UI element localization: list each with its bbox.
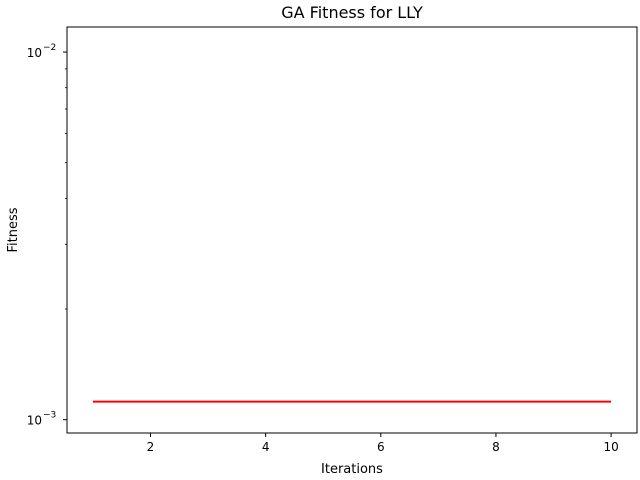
plot-background (67, 27, 637, 433)
y-tick-label: 10 (27, 414, 42, 428)
y-tick-exponent: −2 (43, 43, 56, 53)
x-tick-label: 2 (147, 440, 155, 454)
y-axis: 10−310−2 (27, 43, 67, 428)
y-tick-label: 10 (27, 46, 42, 60)
x-tick-label: 6 (377, 440, 385, 454)
plot-frame (66, 26, 638, 434)
chart-title: GA Fitness for LLY (281, 3, 423, 22)
y-tick-exponent: −3 (43, 411, 56, 421)
x-tick-label: 10 (603, 440, 618, 454)
x-axis: 2 4 6 8 10 (147, 433, 619, 454)
x-tick-label: 4 (262, 440, 270, 454)
x-axis-label: Iterations (321, 462, 383, 477)
y-axis-label: Fitness (6, 207, 21, 252)
x-tick-label: 8 (492, 440, 500, 454)
